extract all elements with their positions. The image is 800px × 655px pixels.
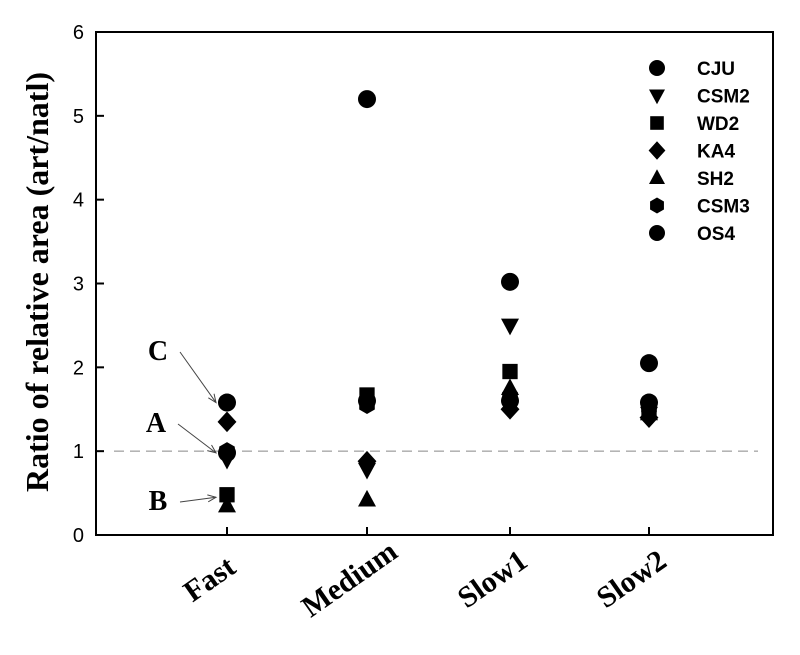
point-ka4-fast bbox=[217, 411, 237, 433]
annotation-arrowhead-a bbox=[207, 444, 218, 454]
point-csm2-slow1 bbox=[501, 318, 519, 336]
annotation-arrow-b bbox=[179, 496, 217, 503]
legend-marker-csm2 bbox=[649, 89, 665, 105]
point-os4-medium bbox=[358, 391, 376, 410]
annotation-arrowhead-b bbox=[207, 494, 218, 503]
legend-label-sh2: SH2 bbox=[697, 169, 734, 190]
point-wd2-fast bbox=[219, 487, 235, 503]
annotation-label-a: A bbox=[146, 408, 167, 439]
point-sh2-medium bbox=[358, 489, 376, 507]
legend-label-wd2: WD2 bbox=[697, 114, 739, 135]
point-os4-fast bbox=[218, 443, 236, 462]
y-tick-label: 4 bbox=[73, 190, 84, 212]
annotation-label-c: C bbox=[148, 336, 168, 367]
legend-marker-os4 bbox=[649, 225, 665, 241]
legend-label-csm2: CSM2 bbox=[697, 87, 750, 108]
plot-area: 0 1 2 3 4 5 6 Fast Medium Slow1 Slow2 CJU CSM2 WD2 KA4… bbox=[73, 22, 774, 624]
point-cju-slow1 bbox=[501, 272, 519, 291]
legend-label-csm3: CSM3 bbox=[697, 197, 750, 218]
x-tick-label: Medium bbox=[296, 535, 404, 624]
legend-label-cju: CJU bbox=[697, 59, 735, 80]
point-wd2-slow1 bbox=[502, 363, 518, 380]
point-cju-medium bbox=[358, 90, 376, 109]
legend-marker-cju bbox=[649, 60, 665, 76]
x-tick-label: Slow2 bbox=[591, 544, 673, 615]
y-tick-label: 1 bbox=[73, 441, 84, 463]
legend-marker-wd2 bbox=[650, 116, 664, 130]
point-os4-slow2 bbox=[640, 393, 658, 412]
legend-marker-csm3 bbox=[650, 197, 664, 214]
y-tick-label: 5 bbox=[73, 106, 84, 128]
legend-marker-sh2 bbox=[649, 169, 665, 184]
point-sh2-fast bbox=[218, 495, 236, 513]
point-cju-fast bbox=[218, 393, 236, 412]
y-tick-label: 6 bbox=[73, 22, 84, 44]
legend-label-ka4: KA4 bbox=[697, 142, 735, 163]
point-cju-slow2 bbox=[640, 354, 658, 373]
annotation-arrow-c bbox=[179, 351, 217, 403]
x-tick-label: Slow1 bbox=[452, 544, 534, 615]
legend-marker-ka4 bbox=[648, 141, 666, 160]
y-tick-label: 0 bbox=[73, 525, 84, 547]
legend-label-os4: OS4 bbox=[697, 224, 735, 245]
annotation-label-b: B bbox=[149, 486, 168, 517]
point-ka4-medium bbox=[357, 450, 377, 472]
plot-frame bbox=[95, 31, 774, 536]
y-axis-label: Ratio of relative area (art/natl) bbox=[19, 72, 55, 492]
annotation-arrowhead-c bbox=[208, 393, 217, 404]
point-os4-slow1 bbox=[501, 391, 519, 410]
annotation-arrow-a bbox=[177, 423, 217, 454]
y-tick-label: 2 bbox=[73, 357, 84, 379]
x-tick-label: Fast bbox=[178, 550, 242, 609]
y-tick-label: 3 bbox=[73, 274, 84, 296]
